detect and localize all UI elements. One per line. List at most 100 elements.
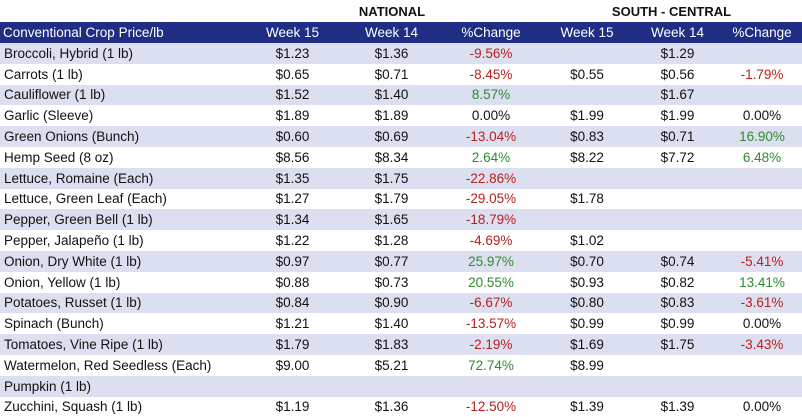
national-week14-cell: $0.69 — [374, 129, 409, 145]
national-change-cell: 20.55% — [468, 274, 514, 290]
crop-name-cell: Pepper, Green Bell (1 lb) — [4, 212, 153, 228]
sc-change-cell — [722, 43, 802, 64]
sc-week14-cell — [633, 189, 722, 210]
national-change-cell — [441, 376, 541, 397]
sc-week14-cell: $1.29 — [660, 45, 695, 61]
sc-week14-cell: $0.82 — [660, 274, 695, 290]
national-week15-cell — [243, 376, 342, 397]
price-table: Conventional Crop Price/lb Week 15 Week … — [0, 22, 802, 417]
sc-change-cell — [722, 189, 802, 210]
table-body: Broccoli, Hybrid (1 lb) $1.23 $1.36 -9.56% $… — [0, 43, 802, 417]
crop-name-cell: Potatoes, Russet (1 lb) — [4, 295, 142, 311]
table-row: Onion, Dry White (1 lb) $0.97 $0.77 25.97% $… — [0, 250, 802, 272]
sc-change-cell: 13.41% — [739, 274, 785, 290]
crop-name-cell: Pepper, Jalapeño (1 lb) — [4, 233, 144, 249]
national-week15-cell: $0.65 — [275, 66, 310, 82]
crop-name-cell: Lettuce, Green Leaf (Each) — [4, 191, 167, 207]
national-week14-cell: $1.28 — [374, 233, 409, 249]
national-week15-cell: $1.27 — [275, 191, 310, 207]
header-sc-change: %Change — [732, 25, 792, 40]
sc-week15-cell: $8.22 — [570, 149, 604, 165]
sc-week14-cell: $0.99 — [660, 316, 695, 332]
crop-name-cell: Tomatoes, Vine Ripe (1 lb) — [4, 337, 163, 353]
sc-change-cell: 16.90% — [739, 129, 785, 145]
crop-name-cell: Onion, Yellow (1 lb) — [4, 274, 121, 290]
national-change-cell: -13.57% — [465, 316, 517, 332]
national-week14-cell — [342, 376, 441, 397]
national-change-cell: -2.19% — [469, 337, 513, 353]
crop-name-cell: Lettuce, Romaine (Each) — [4, 170, 154, 186]
sc-week14-cell: $0.83 — [660, 295, 695, 311]
sc-week15-cell — [541, 43, 633, 64]
sc-week15-cell: $0.70 — [570, 253, 604, 269]
sc-week15-cell — [541, 209, 633, 230]
national-week15-cell: $1.89 — [275, 108, 310, 124]
sc-week14-cell — [633, 168, 722, 189]
sc-change-cell — [722, 85, 802, 106]
table-row: Garlic (Sleeve) $1.89 $1.89 0.00% $1.99 $1.99… — [0, 105, 802, 127]
sc-change-cell: 0.00% — [742, 108, 782, 124]
sc-change-cell: -3.61% — [740, 295, 784, 311]
sc-week15-cell — [541, 168, 633, 189]
national-week14-cell: $0.71 — [374, 66, 409, 82]
sc-change-cell — [722, 376, 802, 397]
sc-change-cell: 6.48% — [742, 149, 782, 165]
national-week15-cell: $1.23 — [275, 45, 310, 61]
national-week14-cell: $8.34 — [374, 149, 409, 165]
crop-name-cell: Onion, Dry White (1 lb) — [4, 253, 142, 269]
national-week15-cell: $0.84 — [275, 295, 310, 311]
crop-name-cell: Carrots (1 lb) — [4, 66, 83, 82]
national-week15-cell: $0.97 — [275, 253, 310, 269]
sc-week14-cell — [633, 376, 722, 397]
sc-week15-cell: $1.99 — [570, 108, 604, 124]
sc-week15-cell: $0.55 — [570, 66, 604, 82]
group-south-central: SOUTH - CENTRAL — [611, 3, 732, 19]
sc-week15-cell — [541, 376, 633, 397]
national-week15-cell: $1.35 — [275, 170, 310, 186]
national-week14-cell: $0.77 — [374, 253, 409, 269]
national-week15-cell: $9.00 — [275, 357, 310, 373]
national-week14-cell: $1.65 — [374, 212, 409, 228]
sc-week15-cell: $0.93 — [570, 274, 604, 290]
national-week14-cell: $1.89 — [374, 108, 409, 124]
sc-week15-cell: $8.99 — [570, 357, 604, 373]
table-row: Onion, Yellow (1 lb) $0.88 $0.73 20.55% $0.9… — [0, 271, 802, 293]
crop-name-cell: Broccoli, Hybrid (1 lb) — [4, 45, 134, 61]
crop-name-cell: Watermelon, Red Seedless (Each) — [4, 357, 212, 373]
national-week14-cell: $1.36 — [374, 45, 409, 61]
national-change-cell: 25.97% — [468, 253, 514, 269]
table-row: Pumpkin (1 lb) — [0, 375, 802, 397]
national-week15-cell: $1.52 — [275, 87, 310, 103]
table-row: Pepper, Green Bell (1 lb) $1.34 $1.65 -18.7… — [0, 209, 802, 231]
header-national-week15: Week 15 — [265, 25, 320, 40]
sc-week14-cell: $1.75 — [660, 337, 695, 353]
table-row: Cauliflower (1 lb) $1.52 $1.40 8.57% $1.67 — [0, 84, 802, 106]
national-change-cell: 8.57% — [471, 87, 511, 103]
national-week15-cell: $1.21 — [275, 316, 310, 332]
sc-change-cell: -3.43% — [740, 337, 784, 353]
national-change-cell: -4.69% — [469, 233, 513, 249]
sc-change-cell: -5.41% — [740, 253, 784, 269]
header-sc-week15: Week 15 — [560, 25, 614, 40]
national-change-cell: 2.64% — [471, 149, 511, 165]
crop-name-cell: Spinach (Bunch) — [4, 316, 104, 332]
sc-week14-cell: $0.56 — [660, 66, 695, 82]
national-week14-cell: $1.40 — [374, 87, 409, 103]
column-header-row: Conventional Crop Price/lb Week 15 Week … — [0, 22, 802, 43]
sc-week14-cell — [633, 230, 722, 251]
sc-week14-cell — [633, 209, 722, 230]
national-change-cell: -29.05% — [465, 191, 517, 207]
national-change-cell: -6.67% — [469, 295, 513, 311]
header-crop: Conventional Crop Price/lb — [3, 25, 164, 40]
sc-week14-cell: $7.72 — [660, 149, 695, 165]
crop-name-cell: Garlic (Sleeve) — [4, 108, 94, 124]
national-change-cell: 0.00% — [471, 108, 511, 124]
table-row: Tomatoes, Vine Ripe (1 lb) $1.79 $1.83 -2.1… — [0, 334, 802, 355]
national-week14-cell: $1.40 — [374, 316, 409, 332]
sc-change-cell — [722, 209, 802, 230]
national-change-cell: -18.79% — [465, 212, 517, 228]
national-change-cell: -22.86% — [465, 170, 517, 186]
group-header-row: NATIONAL SOUTH - CENTRAL — [0, 0, 802, 22]
crop-name-cell: Hemp Seed (8 oz) — [4, 149, 114, 165]
national-week15-cell: $0.88 — [275, 274, 310, 290]
